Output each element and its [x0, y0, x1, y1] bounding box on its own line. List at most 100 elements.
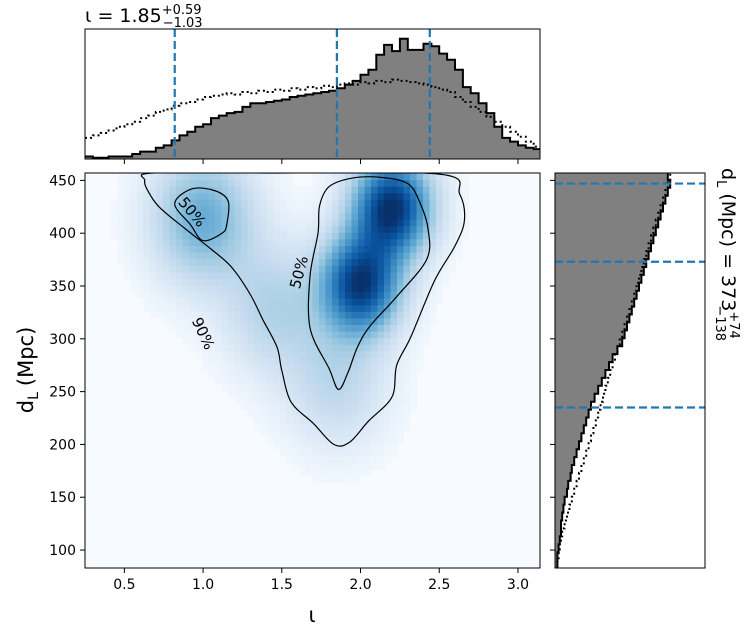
- heatmap-cell: [234, 192, 242, 200]
- heatmap-cell: [228, 192, 236, 200]
- heatmap-cell: [124, 192, 132, 200]
- heatmap-cell: [429, 284, 437, 293]
- heatmap-cell: [254, 416, 262, 424]
- heatmap-cell: [228, 238, 236, 247]
- heatmap-cell: [384, 423, 392, 431]
- heatmap-cell: [384, 370, 392, 378]
- heatmap-cell: [260, 383, 268, 391]
- heatmap-cell: [260, 377, 268, 385]
- heatmap-cell: [267, 377, 275, 385]
- heatmap-cell: [215, 192, 223, 200]
- heatmap-cell: [403, 390, 411, 398]
- heatmap-cell: [260, 232, 268, 240]
- heatmap-cell: [234, 390, 242, 398]
- heatmap-cell: [403, 284, 411, 293]
- heatmap-cell: [293, 212, 301, 220]
- heatmap-cell: [195, 278, 203, 286]
- heatmap-cell: [345, 350, 353, 358]
- heatmap-cell: [338, 225, 346, 233]
- heatmap-cell: [150, 291, 158, 299]
- heatmap-cell: [364, 238, 372, 247]
- heatmap-cell: [332, 284, 340, 293]
- heatmap-cell: [254, 410, 262, 418]
- heatmap-cell: [338, 205, 346, 214]
- heatmap-cell: [280, 436, 288, 444]
- heatmap-cell: [169, 225, 177, 233]
- heatmap-cell: [312, 456, 320, 464]
- heatmap-cell: [228, 271, 236, 279]
- heatmap-cell: [202, 258, 210, 266]
- heatmap-cell: [241, 232, 249, 240]
- heatmap-cell: [267, 199, 275, 207]
- heatmap-cell: [319, 205, 327, 214]
- heatmap-cell: [325, 410, 333, 418]
- heatmap-cell: [176, 212, 184, 220]
- heatmap-cell: [293, 317, 301, 326]
- heatmap-cell: [143, 252, 151, 260]
- heatmap-cell: [254, 317, 262, 326]
- heatmap-cell: [325, 271, 333, 279]
- heatmap-cell: [436, 252, 444, 260]
- heatmap-cell: [351, 284, 359, 293]
- heatmap-cell: [202, 225, 210, 233]
- heatmap-cell: [260, 192, 268, 200]
- heatmap-cell: [429, 186, 437, 194]
- heatmap-cell: [299, 436, 307, 444]
- heatmap-cell: [280, 317, 288, 326]
- heatmap-cell: [319, 410, 327, 418]
- heatmap-cell: [280, 324, 288, 332]
- heatmap-cell: [273, 291, 281, 299]
- heatmap-cell: [371, 403, 379, 411]
- heatmap-cell: [286, 344, 294, 352]
- heatmap-cell: [286, 370, 294, 378]
- heatmap-cell: [345, 396, 353, 405]
- heatmap-cell: [325, 298, 333, 306]
- heatmap-cell: [397, 219, 405, 227]
- y-tick-label: 100: [49, 543, 76, 559]
- heatmap-cell: [241, 324, 249, 332]
- heatmap-cell: [397, 192, 405, 200]
- heatmap-cell: [143, 173, 151, 181]
- heatmap-cell: [143, 225, 151, 233]
- heatmap-cell: [390, 304, 398, 312]
- heatmap-cell: [384, 258, 392, 266]
- heatmap-cell: [390, 410, 398, 418]
- heatmap-cell: [299, 212, 307, 220]
- heatmap-cell: [247, 278, 255, 286]
- heatmap-cell: [169, 311, 177, 319]
- heatmap-cell: [260, 212, 268, 220]
- heatmap-cell: [176, 278, 184, 286]
- heatmap-cell: [319, 245, 327, 253]
- heatmap-cell: [260, 291, 268, 299]
- heatmap-cell: [449, 212, 457, 220]
- heatmap-cell: [221, 370, 229, 378]
- heatmap-cell: [377, 429, 385, 437]
- heatmap-cell: [442, 205, 450, 214]
- heatmap-cell: [241, 317, 249, 326]
- heatmap-cell: [403, 265, 411, 273]
- heatmap-cell: [163, 205, 171, 214]
- heatmap-cell: [332, 357, 340, 365]
- heatmap-cell: [332, 245, 340, 253]
- heatmap-cell: [325, 344, 333, 352]
- heatmap-cell: [436, 205, 444, 214]
- heatmap-cell: [351, 475, 359, 484]
- heatmap-cell: [208, 192, 216, 200]
- heatmap-cell: [221, 291, 229, 299]
- heatmap-cell: [260, 344, 268, 352]
- heatmap-cell: [397, 344, 405, 352]
- heatmap-cell: [150, 225, 158, 233]
- top-marginal-panel: [84, 28, 541, 164]
- heatmap-cell: [299, 205, 307, 214]
- heatmap-cell: [273, 278, 281, 286]
- heatmap-cell: [117, 238, 125, 247]
- heatmap-cell: [410, 337, 418, 345]
- heatmap-cell: [286, 179, 294, 187]
- heatmap-cell: [286, 449, 294, 457]
- heatmap-cell: [208, 238, 216, 247]
- heatmap-cell: [358, 225, 366, 233]
- heatmap-cell: [462, 219, 470, 227]
- heatmap-cell: [371, 423, 379, 431]
- heatmap-cell: [423, 337, 431, 345]
- heatmap-cell: [299, 429, 307, 437]
